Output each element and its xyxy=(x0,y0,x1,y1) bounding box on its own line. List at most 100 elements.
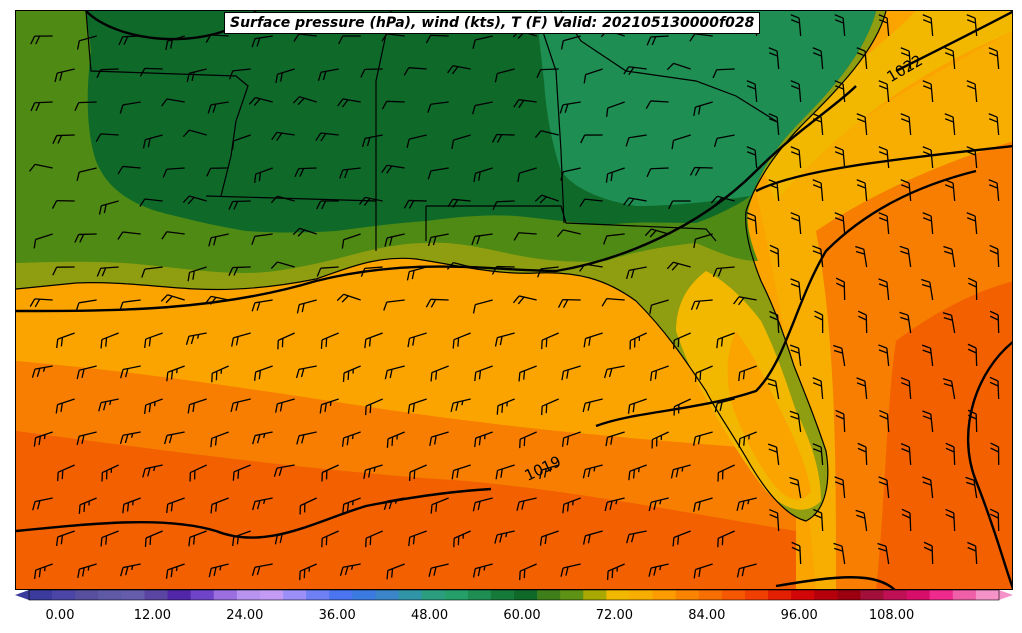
wind-barb xyxy=(428,563,449,577)
wind-barb xyxy=(186,68,207,83)
wind-barb xyxy=(628,464,647,481)
wind-barb xyxy=(645,100,669,109)
wind-barb xyxy=(208,233,229,247)
wind-barb xyxy=(990,442,1000,466)
wind-barb xyxy=(364,332,383,349)
colorbar-swatch xyxy=(837,590,861,600)
wind-barb xyxy=(273,464,295,477)
wind-barb xyxy=(321,530,339,548)
colorbar-swatch xyxy=(514,590,538,600)
wind-barb xyxy=(922,14,934,37)
wind-barb xyxy=(251,563,273,576)
wind-barb xyxy=(560,167,581,181)
wind-barb xyxy=(945,442,956,466)
wind-barb xyxy=(768,113,780,136)
wind-barb xyxy=(671,134,691,150)
wind-barb xyxy=(746,146,758,169)
wind-barb xyxy=(120,563,141,577)
map-title: Surface pressure (hPa), wind (kts), T (F… xyxy=(224,12,761,34)
wind-barb xyxy=(791,541,802,565)
wind-barb xyxy=(670,464,691,479)
wind-barb xyxy=(834,212,846,235)
wind-barb xyxy=(32,497,53,511)
wind-barb xyxy=(360,68,383,78)
colorbar-swatch xyxy=(167,590,192,600)
isobar-lower-right xyxy=(967,341,1012,589)
wind-barb xyxy=(54,68,75,82)
wind-barb xyxy=(447,65,471,75)
wind-barb xyxy=(922,476,934,499)
wind-barb xyxy=(166,365,185,382)
wind-barb xyxy=(472,35,493,49)
wind-barb xyxy=(210,431,229,448)
wind-barb xyxy=(78,497,97,514)
wind-barb xyxy=(76,365,97,380)
wind-barb xyxy=(271,131,295,141)
isobar-florida-loop xyxy=(595,169,977,428)
wind-barb xyxy=(717,464,735,482)
wind-barb xyxy=(605,167,625,183)
wind-barb xyxy=(582,398,603,413)
wind-barb xyxy=(623,66,647,76)
wind-barb xyxy=(856,377,868,400)
wind-barb xyxy=(365,530,383,548)
wind-barb xyxy=(141,266,163,278)
wind-barb xyxy=(965,476,978,499)
colorbar-swatch xyxy=(352,590,376,600)
wind-barb xyxy=(921,278,934,301)
wind-barb xyxy=(989,508,1000,532)
colorbar-tick-label: 84.00 xyxy=(688,608,726,623)
wind-barb xyxy=(494,68,515,83)
wind-barb xyxy=(900,113,912,136)
wind-barb xyxy=(712,266,735,278)
wind-barb xyxy=(28,163,53,172)
colorbar-swatch xyxy=(444,590,469,600)
wind-barbs xyxy=(28,14,1000,581)
wind-barb xyxy=(161,98,185,107)
wind-barb xyxy=(646,35,669,46)
isobar-east xyxy=(755,145,1012,193)
wind-barb xyxy=(878,278,890,301)
wind-barb xyxy=(518,365,537,382)
wind-barb xyxy=(519,563,537,581)
wind-barb xyxy=(835,409,846,433)
wind-barb xyxy=(790,212,802,235)
wind-barb xyxy=(144,332,163,349)
wind-barb xyxy=(292,96,317,106)
colorbar-swatch xyxy=(329,590,353,600)
wind-barb xyxy=(878,212,890,235)
wind-barb xyxy=(604,497,625,512)
wind-barb xyxy=(228,266,251,276)
wind-barb xyxy=(769,310,780,334)
wind-barb xyxy=(228,200,251,210)
wind-barb xyxy=(603,233,625,245)
colorbar-swatch xyxy=(236,590,261,600)
wind-barb xyxy=(900,47,912,70)
wind-barb xyxy=(143,398,163,415)
wind-barb xyxy=(299,563,317,581)
wind-barb xyxy=(76,35,97,50)
wind-barb xyxy=(943,245,956,268)
gulf-water-hotter xyxy=(16,431,796,589)
wind-barb xyxy=(625,134,647,147)
wind-barb xyxy=(944,179,956,202)
colorbar-swatch xyxy=(467,590,492,600)
wind-barb xyxy=(34,563,53,580)
wind-barb xyxy=(989,310,1000,334)
wind-barb xyxy=(117,165,141,175)
wind-barb xyxy=(769,508,780,532)
wind-barb xyxy=(118,35,141,46)
wind-barb xyxy=(430,497,449,514)
wind-barb xyxy=(33,431,53,447)
wind-barb xyxy=(942,378,956,400)
wind-barb xyxy=(835,277,846,301)
wind-barb xyxy=(790,146,802,169)
wind-barb xyxy=(381,33,405,42)
wind-barb xyxy=(560,563,581,577)
wind-barb xyxy=(492,200,515,211)
wind-barb xyxy=(472,101,493,115)
wind-barb xyxy=(812,443,824,466)
colorbar-swatch xyxy=(421,590,446,600)
colorbar-swatch xyxy=(698,590,723,600)
wind-barb xyxy=(447,198,471,208)
